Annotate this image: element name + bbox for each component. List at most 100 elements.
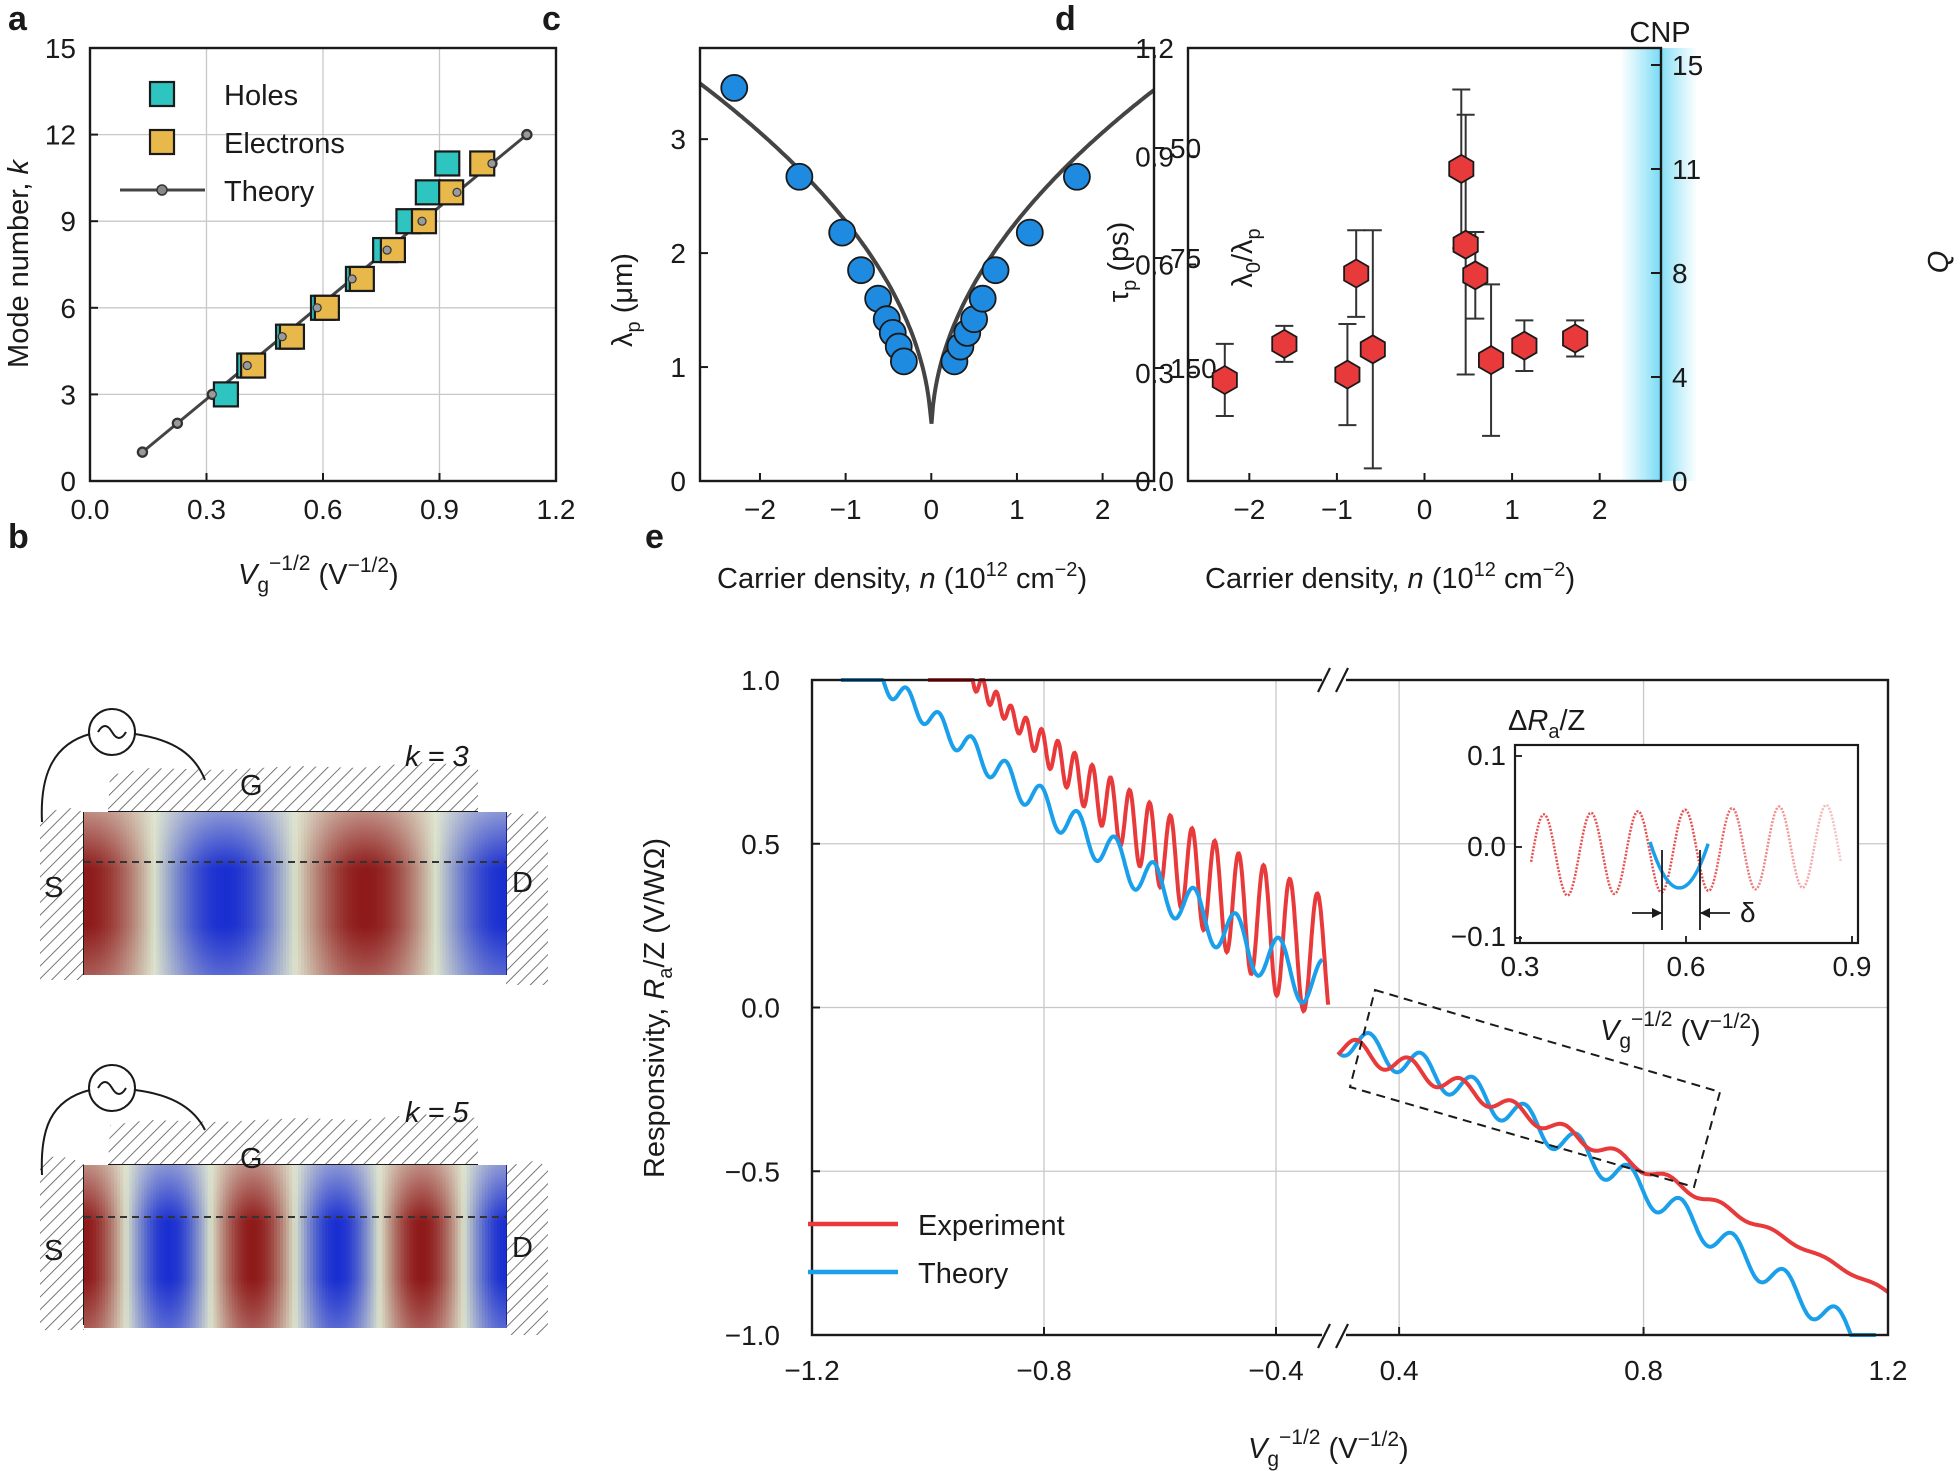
panel-e-legend: Experiment Theory <box>808 1210 1065 1290</box>
panel-c-right-tick-50: 50 <box>1170 133 1201 164</box>
panel-a-chart: 0.0 0.3 0.6 0.9 1.2 0 3 6 9 12 15 Holes Electrons … <box>3 33 575 597</box>
panel-c-right-axis: 50 75 150 <box>1154 133 1217 384</box>
panel-e-ytick: 0.5 <box>741 829 780 860</box>
panel-c-chart: −2 −1 0 1 2 0 1 2 3 50 75 150 Carrier density, n… <box>607 46 1265 595</box>
tau-point <box>1511 330 1538 361</box>
panel-a-theory-line <box>141 133 528 454</box>
panel-d-ytick: 1.2 <box>1135 33 1174 64</box>
panel-c-xtick: 0 <box>923 494 939 525</box>
panel-c-ytick: 0 <box>670 466 686 497</box>
inset-fade <box>1700 746 1857 942</box>
panel-e-experiment-curve-right <box>1336 1037 1890 1294</box>
lambda-point <box>847 256 875 285</box>
panel-d-chart: −2 −1 0 1 2 0.0 0.3 0.6 0.9 1.2 0 4 8 11 15 CNP C… <box>1103 17 1955 595</box>
panel-a-xtick: 0.3 <box>187 494 226 525</box>
theory-point <box>417 216 427 226</box>
panel-e-xtick: 1.2 <box>1869 1355 1908 1386</box>
panel-d-xtick: 0 <box>1417 494 1433 525</box>
tau-point <box>1462 260 1489 291</box>
theory-point <box>347 274 357 284</box>
holes-point <box>434 150 461 177</box>
mode-label-k5: k = 5 <box>405 1097 470 1129</box>
panel-c-right-tick-75: 75 <box>1170 243 1201 274</box>
zoom-region-box <box>1348 988 1722 1189</box>
theory-point <box>487 158 497 169</box>
tau-point <box>1448 153 1475 184</box>
panel-d-ylabel: τp (ps) <box>1103 222 1141 303</box>
holes-point <box>414 179 441 206</box>
holes-point <box>212 381 240 408</box>
drain-label-k3: D <box>512 867 533 899</box>
panel-e-xlabel: Vg−1/2 (V−1/2) <box>1248 1426 1409 1471</box>
panel-e-theory-curve-right <box>1336 1030 1876 1337</box>
tau-point <box>1452 229 1479 260</box>
source-contact-k5 <box>40 1156 84 1330</box>
panel-d-right-axis: 0 4 8 11 15 <box>1651 50 1703 497</box>
panel-e-xtick: 0.4 <box>1380 1355 1419 1386</box>
legend-experiment-label: Experiment <box>918 1210 1065 1242</box>
panel-label-b: b <box>8 518 29 556</box>
inset-xlabel: Vg−1/2 (V−1/2) <box>1600 1008 1761 1053</box>
panel-a-xlabel: Vg−1/2 (V−1/2) <box>238 552 399 597</box>
panel-c-frame <box>698 46 1156 483</box>
legend-theory-label: Theory <box>918 1258 1009 1290</box>
source-label-k5: S <box>44 1235 63 1267</box>
drain-contact-k5 <box>506 1160 548 1335</box>
theory-point <box>137 447 148 457</box>
legend-theory-label: Theory <box>224 176 315 208</box>
axis-break-mark <box>1317 1323 1331 1349</box>
tau-point <box>1271 328 1298 359</box>
lambda-point <box>968 284 997 313</box>
panel-a-ytick: 6 <box>60 293 76 324</box>
panel-c-ytick: 3 <box>670 124 686 155</box>
panel-d-right-tick-4: 4 <box>1672 362 1688 393</box>
gate-label-k3: G <box>240 770 263 802</box>
panel-d-xtick: −1 <box>1321 494 1353 525</box>
panel-c-xtick: 1 <box>1009 494 1025 525</box>
panel-d-right-tick-8: 8 <box>1672 258 1688 289</box>
legend-electrons-label: Electrons <box>224 128 345 160</box>
panel-d-xtick: 1 <box>1504 494 1520 525</box>
panel-c-right-ylabel: λ0/λp <box>1227 228 1265 287</box>
panel-e-ytick: 1.0 <box>741 665 780 696</box>
inset-ytick: −0.1 <box>1451 921 1506 952</box>
panel-c-xtick: −2 <box>744 494 776 525</box>
panel-label-e: e <box>645 518 664 556</box>
gate-contact-k5 <box>108 1114 478 1165</box>
panel-a-ytick: 12 <box>45 120 76 151</box>
panel-c-theory-curve <box>698 81 1156 424</box>
panel-d-xtick: −2 <box>1233 494 1265 525</box>
theory-point <box>277 332 287 342</box>
panel-a-ytick: 0 <box>60 466 76 497</box>
mode-k3-schematic: G S D k = 3 <box>40 708 548 985</box>
cnp-band <box>1622 48 1696 481</box>
panel-d-ytick: 0.0 <box>1135 466 1174 497</box>
panel-c-xtick: 2 <box>1095 494 1111 525</box>
panel-a-ytick: 15 <box>45 33 76 64</box>
inset-xtick: 0.9 <box>1833 951 1872 982</box>
tau-point <box>1562 323 1589 354</box>
legend-electrons-swatch <box>148 128 176 156</box>
lambda-point <box>1015 218 1044 247</box>
lambda-point <box>1063 162 1091 191</box>
panel-a-xtick: 0.9 <box>420 494 459 525</box>
theory-point <box>242 360 252 371</box>
lambda-point <box>785 162 814 191</box>
mode-k5-field <box>84 1165 507 1328</box>
panel-c-xtick: −1 <box>830 494 862 525</box>
inset-title: ΔRa/Z <box>1508 705 1585 743</box>
panel-a-xtick: 0.0 <box>71 494 110 525</box>
panel-label-d: d <box>1055 0 1076 38</box>
panel-a-xtick: 1.2 <box>537 494 576 525</box>
panel-c-ylabel: λp (μm) <box>607 253 645 347</box>
axis-break-mark <box>1335 667 1349 693</box>
drain-contact-k3 <box>506 810 548 985</box>
cnp-label: CNP <box>1629 17 1690 49</box>
panel-e-ytick: −1.0 <box>725 1320 780 1351</box>
tau-point <box>1359 334 1386 365</box>
panel-c-ytick: 1 <box>670 352 686 383</box>
tau-point <box>1478 345 1505 376</box>
panel-a-xtick: 0.6 <box>304 494 343 525</box>
panel-a-legend: Holes Electrons Theory <box>120 80 345 208</box>
inset-ytick: 0.0 <box>1467 831 1506 862</box>
